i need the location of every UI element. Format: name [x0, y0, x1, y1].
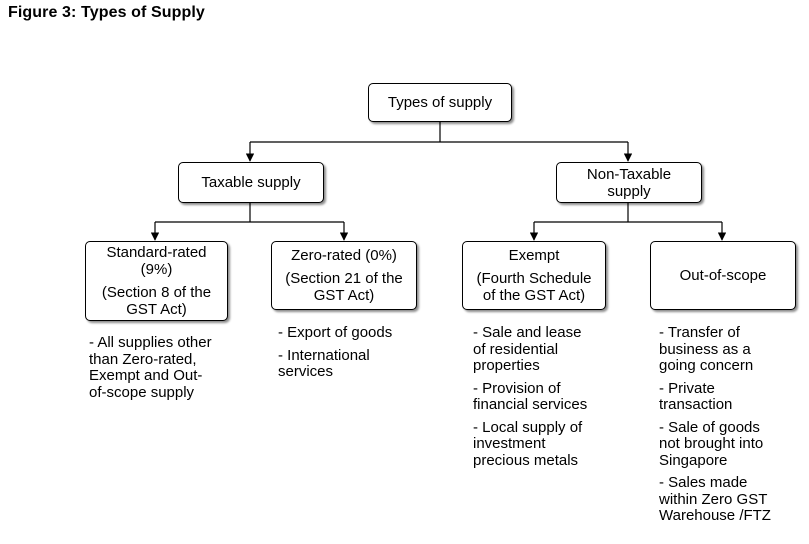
- non-taxable-label-line: Non-Taxable: [586, 165, 672, 183]
- note-line: - Sales made: [659, 474, 748, 491]
- taxable-supply-box: Taxable supply: [178, 162, 324, 203]
- non-taxable-supply-box: Non-Taxable supply: [556, 162, 702, 203]
- standard-rated-box: Standard-rated (9%) (Section 8 of the GS…: [85, 241, 228, 321]
- zero-rated-ref-line: (Section 21 of the: [285, 270, 403, 287]
- note-line: financial services: [473, 396, 588, 413]
- note-line: - Private: [659, 379, 715, 397]
- note-line: going concern: [659, 357, 754, 374]
- note-line: within Zero GST: [659, 490, 768, 508]
- note-line: properties: [473, 357, 540, 374]
- note-line: not brought into: [659, 435, 764, 452]
- note-item: - All supplies other than Zero-rated, Ex…: [89, 334, 212, 401]
- note-item: - Sale of goods not brought into Singapo…: [659, 418, 771, 470]
- note-item: - Export of goods: [278, 324, 393, 342]
- note-line: - International: [278, 346, 370, 364]
- zero-rated-ref-line: GST Act): [313, 287, 375, 304]
- note-line: - Sale of goods: [659, 418, 760, 436]
- note-item: - Sale and lease of residential properti…: [473, 324, 587, 375]
- standard-rated-notes: - All supplies other than Zero-rated, Ex…: [89, 334, 212, 407]
- taxable-supply-label: Taxable supply: [201, 174, 301, 191]
- standard-rated-ref-line: GST Act): [126, 301, 187, 318]
- note-line: - Export of goods: [278, 324, 393, 341]
- note-line: - Local supply of: [473, 418, 583, 436]
- exempt-title-line: Exempt: [508, 247, 560, 264]
- note-line: - Transfer of: [659, 324, 740, 341]
- out-of-scope-title-line: Out-of-scope: [679, 267, 767, 284]
- note-line: Warehouse /FTZ: [659, 507, 771, 524]
- zero-rated-notes: - Export of goods - International servic…: [278, 324, 393, 387]
- note-line: Singapore: [659, 451, 728, 469]
- zero-rated-box: Zero-rated (0%) (Section 21 of the GST A…: [271, 241, 417, 310]
- note-line: services: [278, 363, 334, 380]
- types-of-supply-box: Types of supply: [368, 83, 512, 122]
- non-taxable-label-line: supply: [607, 182, 651, 200]
- exempt-ref-line: (Fourth Schedule: [476, 270, 592, 287]
- note-line: - All supplies other: [89, 334, 212, 351]
- exempt-ref-line: of the GST Act): [482, 287, 586, 304]
- zero-rated-title-line: Zero-rated (0%): [291, 247, 397, 264]
- out-of-scope-notes: - Transfer of business as a going concer…: [659, 324, 771, 531]
- note-line: business as a: [659, 340, 751, 358]
- out-of-scope-box: Out-of-scope: [650, 241, 796, 310]
- note-line: than Zero-rated,: [89, 350, 197, 368]
- note-item: - Transfer of business as a going concer…: [659, 324, 771, 375]
- note-line: of residential: [473, 340, 559, 358]
- note-item: - Provision of financial services: [473, 379, 588, 414]
- note-line: - Sale and lease: [473, 324, 582, 341]
- note-item: - Local supply of investment precious me…: [473, 418, 587, 470]
- standard-rated-ref-line: (Section 8 of the: [101, 284, 212, 301]
- note-line: - Provision of: [473, 379, 561, 397]
- note-line: precious metals: [473, 451, 579, 469]
- standard-rated-title-line: (9%): [140, 261, 173, 278]
- note-line: of-scope supply: [89, 383, 195, 401]
- note-line: transaction: [659, 396, 733, 413]
- note-item: - Private transaction: [659, 379, 771, 414]
- exempt-box: Exempt (Fourth Schedule of the GST Act): [462, 241, 606, 310]
- figure-title: Figure 3: Types of Supply: [8, 4, 205, 21]
- note-item: - Sales made within Zero GST Warehouse /…: [659, 474, 771, 525]
- note-line: investment: [473, 435, 546, 452]
- types-of-supply-label: Types of supply: [387, 94, 493, 111]
- exempt-notes: - Sale and lease of residential properti…: [473, 324, 588, 475]
- note-line: Exempt and Out-: [89, 367, 203, 384]
- note-item: - International services: [278, 346, 392, 381]
- standard-rated-title-line: Standard-rated: [106, 244, 207, 261]
